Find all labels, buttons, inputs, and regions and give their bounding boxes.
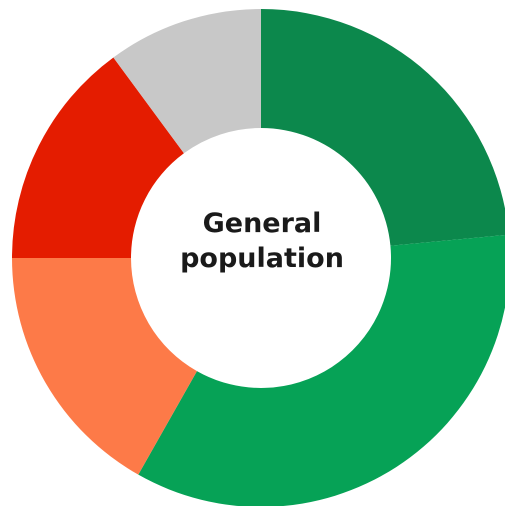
donut-slices — [12, 9, 505, 506]
center-label: General population — [180, 208, 344, 274]
donut-slice-1 — [261, 9, 505, 246]
donut-slice-2 — [138, 234, 505, 506]
donut-slice-5 — [113, 9, 261, 154]
donut-slice-4 — [12, 57, 184, 259]
donut-slice-3 — [12, 258, 197, 475]
